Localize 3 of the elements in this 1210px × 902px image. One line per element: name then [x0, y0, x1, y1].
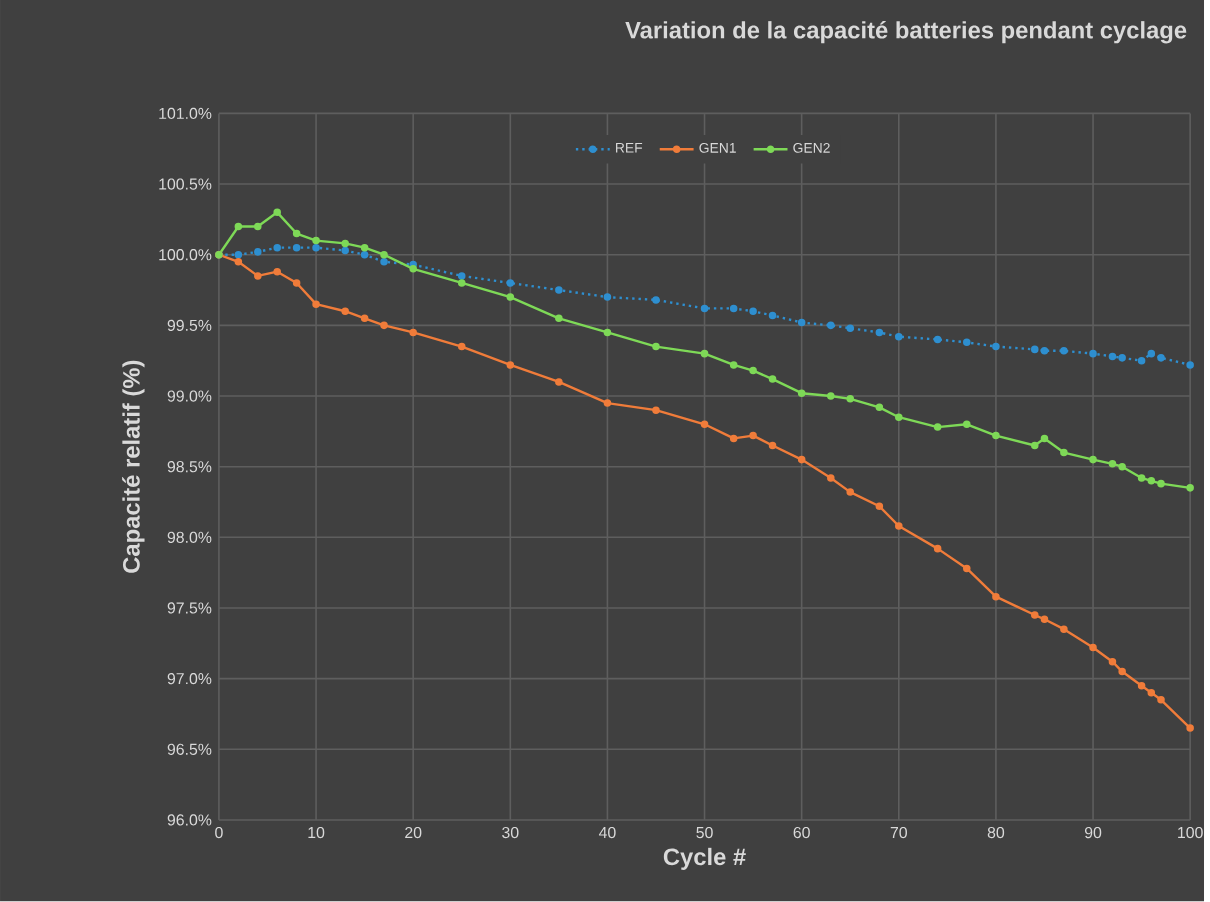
y-axis-title: Capacité relatif (%): [122, 361, 145, 574]
chart-title: Variation de la capacité batteries pendant cyclage: [625, 21, 1187, 44]
x-axis-title: Cycle #: [663, 848, 746, 871]
